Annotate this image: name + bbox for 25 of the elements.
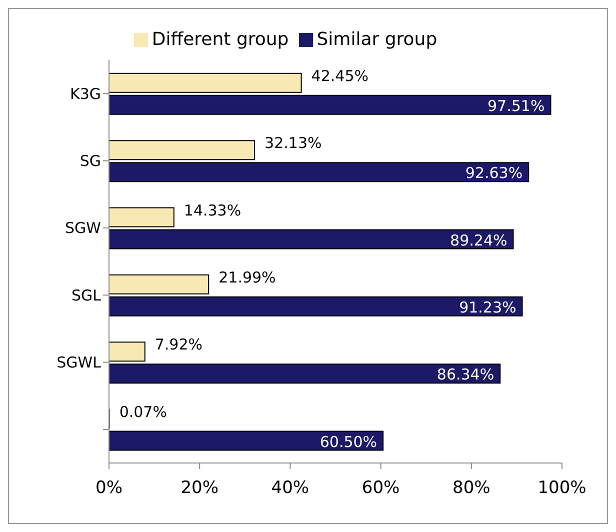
x-tick-label: 40%	[271, 478, 310, 498]
legend-label: Different group	[152, 29, 289, 50]
y-tick-label: K3G	[70, 84, 101, 103]
data-label: 86.34%	[436, 366, 494, 384]
y-tick-label: SGWL	[56, 354, 102, 372]
data-label: 89.24%	[450, 231, 508, 250]
y-tick-label: SG	[80, 152, 101, 170]
data-label: 92.63%	[465, 164, 523, 182]
data-label: 14.33%	[184, 201, 242, 220]
x-tick-label: 20%	[180, 478, 218, 498]
data-label: 21.99%	[218, 268, 276, 286]
data-label: 97.51%	[488, 96, 545, 115]
y-tick-label: SGW	[65, 219, 102, 238]
x-tick-label: 80%	[452, 478, 490, 498]
data-label: 0.07%	[119, 402, 167, 421]
x-tick-label: 0%	[96, 478, 122, 498]
x-tick-label: 100%	[538, 478, 586, 498]
x-tick-label: 60%	[362, 478, 400, 498]
data-label: 7.92%	[154, 336, 203, 354]
legend-label: Similar group	[316, 29, 438, 50]
y-tick-label: SGL	[71, 286, 102, 304]
data-label: 91.23%	[459, 298, 516, 316]
data-label: 42.45%	[311, 66, 368, 85]
data-label: 32.13%	[264, 134, 322, 152]
data-label: 60.50%	[320, 432, 378, 451]
